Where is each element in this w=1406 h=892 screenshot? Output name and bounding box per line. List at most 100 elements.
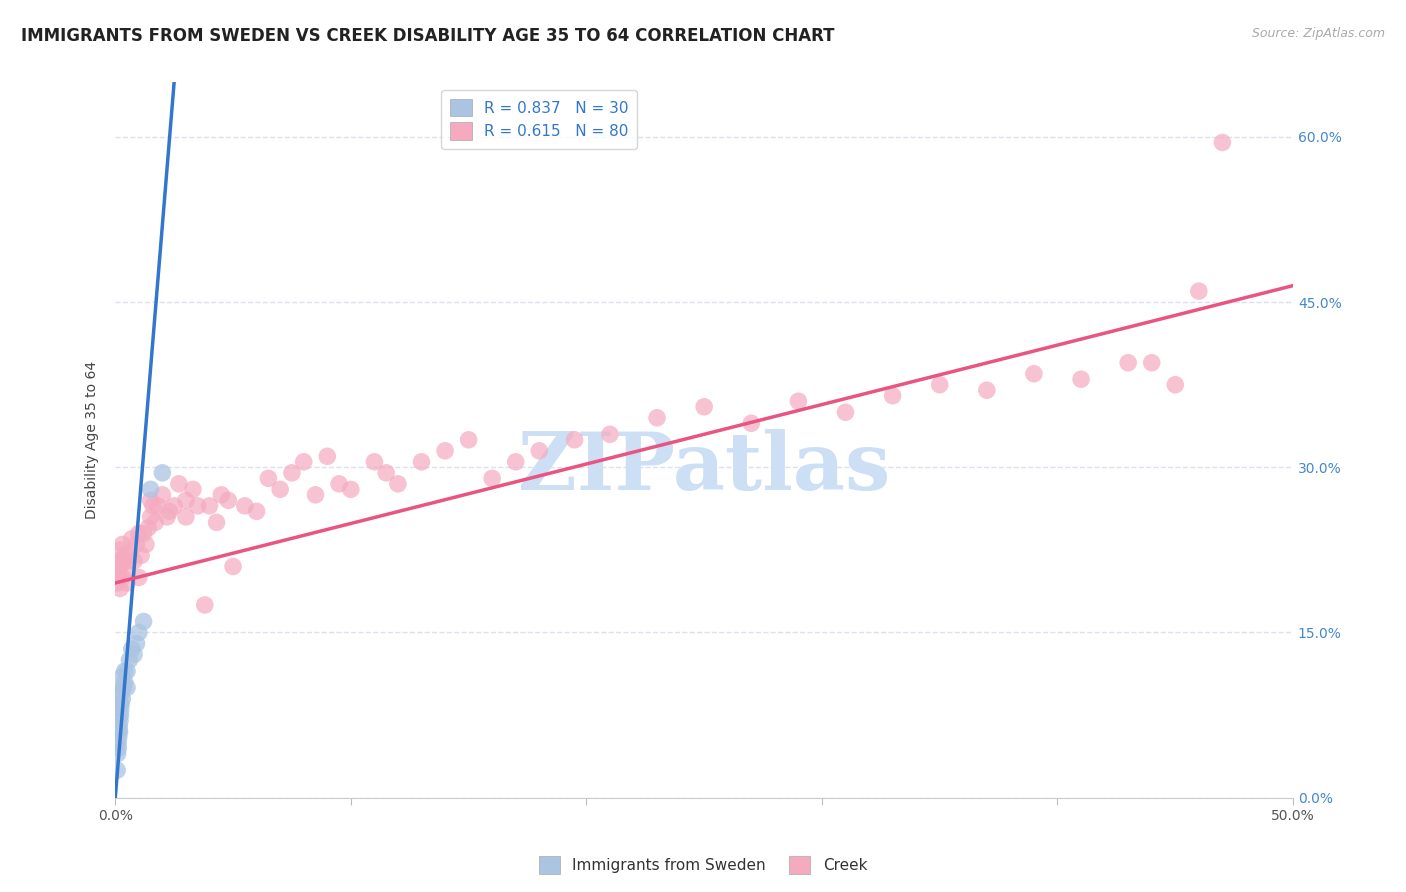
Point	[928, 377, 950, 392]
Text: ZIPatlas: ZIPatlas	[517, 429, 890, 508]
Point	[233, 499, 256, 513]
Point	[110, 708, 132, 723]
Point	[107, 741, 129, 756]
Point	[111, 691, 134, 706]
Point	[304, 488, 326, 502]
Point	[107, 570, 129, 584]
Point	[159, 504, 181, 518]
Point	[1211, 136, 1233, 150]
Point	[1188, 284, 1211, 298]
Point	[110, 702, 132, 716]
Point	[174, 509, 197, 524]
Point	[108, 724, 131, 739]
Point	[108, 559, 131, 574]
Point	[194, 598, 217, 612]
Point	[108, 582, 131, 596]
Point	[156, 509, 179, 524]
Point	[107, 736, 129, 750]
Point	[198, 499, 221, 513]
Point	[787, 394, 810, 409]
Point	[115, 664, 138, 678]
Point	[246, 504, 269, 518]
Point	[129, 549, 152, 563]
Point	[108, 714, 131, 728]
Point	[1164, 377, 1187, 392]
Point	[108, 697, 131, 711]
Point	[111, 537, 134, 551]
Point	[1140, 356, 1163, 370]
Point	[111, 681, 134, 695]
Point	[135, 537, 157, 551]
Point	[115, 554, 138, 568]
Point	[411, 455, 433, 469]
Point	[125, 636, 148, 650]
Point	[645, 410, 668, 425]
Point	[128, 625, 150, 640]
Point	[882, 389, 904, 403]
Point	[292, 455, 315, 469]
Point	[107, 576, 129, 591]
Point	[122, 554, 145, 568]
Legend: R = 0.837   N = 30, R = 0.615   N = 80: R = 0.837 N = 30, R = 0.615 N = 80	[441, 89, 637, 149]
Point	[174, 493, 197, 508]
Point	[340, 483, 363, 497]
Point	[434, 443, 457, 458]
Point	[139, 509, 162, 524]
Point	[107, 747, 129, 761]
Point	[107, 565, 129, 579]
Point	[209, 488, 232, 502]
Point	[114, 565, 136, 579]
Point	[599, 427, 621, 442]
Point	[118, 549, 141, 563]
Point	[187, 499, 209, 513]
Point	[128, 526, 150, 541]
Point	[740, 417, 762, 431]
Point	[281, 466, 304, 480]
Point	[269, 483, 291, 497]
Point	[217, 493, 239, 508]
Point	[163, 499, 186, 513]
Point	[457, 433, 479, 447]
Point	[112, 681, 135, 695]
Point	[564, 433, 586, 447]
Point	[107, 724, 129, 739]
Point	[114, 549, 136, 563]
Point	[107, 554, 129, 568]
Point	[976, 383, 998, 397]
Point	[150, 466, 173, 480]
Point	[1022, 367, 1045, 381]
Point	[363, 455, 385, 469]
Point	[108, 719, 131, 733]
Point	[1116, 356, 1139, 370]
Point	[150, 488, 173, 502]
Point	[132, 526, 155, 541]
Point	[505, 455, 527, 469]
Point	[114, 664, 136, 678]
Legend: Immigrants from Sweden, Creek: Immigrants from Sweden, Creek	[533, 850, 873, 880]
Point	[115, 681, 138, 695]
Point	[122, 648, 145, 662]
Point	[136, 521, 159, 535]
Point	[139, 493, 162, 508]
Text: IMMIGRANTS FROM SWEDEN VS CREEK DISABILITY AGE 35 TO 64 CORRELATION CHART: IMMIGRANTS FROM SWEDEN VS CREEK DISABILI…	[21, 27, 835, 45]
Point	[693, 400, 716, 414]
Point	[114, 675, 136, 690]
Point	[167, 476, 190, 491]
Point	[111, 669, 134, 683]
Y-axis label: Disability Age 35 to 64: Disability Age 35 to 64	[86, 360, 100, 519]
Point	[257, 471, 280, 485]
Point	[222, 559, 245, 574]
Point	[108, 542, 131, 557]
Point	[146, 499, 169, 513]
Point	[110, 686, 132, 700]
Point	[132, 615, 155, 629]
Point	[387, 476, 409, 491]
Point	[1070, 372, 1092, 386]
Point	[111, 570, 134, 584]
Text: Source: ZipAtlas.com: Source: ZipAtlas.com	[1251, 27, 1385, 40]
Point	[529, 443, 551, 458]
Point	[121, 532, 143, 546]
Point	[142, 499, 165, 513]
Point	[205, 516, 228, 530]
Point	[328, 476, 350, 491]
